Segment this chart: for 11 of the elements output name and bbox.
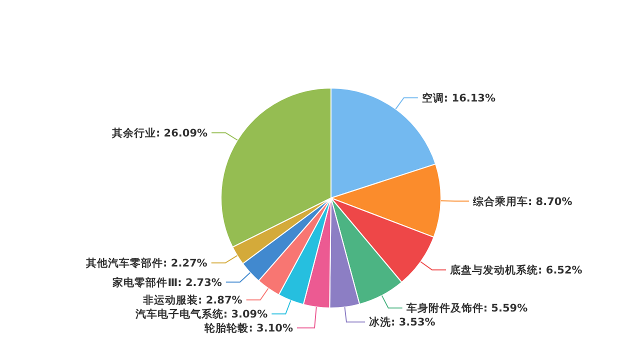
slice-label: 其他汽车零部件: 2.27%: [85, 256, 208, 270]
slice-label: 轮胎轮毂: 3.10%: [204, 322, 294, 335]
slice-label: 家电零部件Ⅲ: 2.73%: [112, 276, 222, 289]
slice-label: 空调: 16.13%: [422, 91, 496, 104]
slice-label: 冰洗: 3.53%: [369, 316, 436, 329]
slice-label: 汽车电子电气系统: 3.09%: [134, 308, 268, 321]
slice-label: 底盘与发动机系统: 6.52%: [449, 264, 583, 277]
slice-label: 车身附件及饰件: 5.59%: [405, 302, 528, 315]
slice-label: 其余行业: 26.09%: [110, 126, 208, 140]
slice-label: 综合乘用车: 8.70%: [472, 194, 573, 208]
slice-label: 非运动服装: 2.87%: [142, 294, 243, 307]
